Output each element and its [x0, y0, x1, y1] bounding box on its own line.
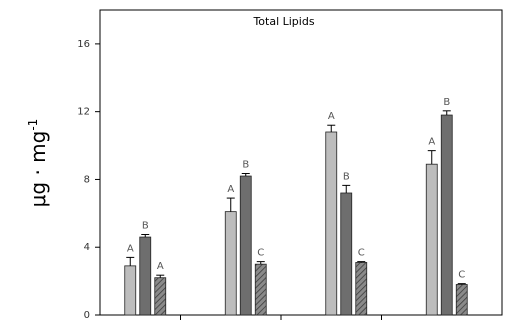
- y-axis-label-superscript: -1: [26, 119, 40, 131]
- significance-letter: C: [458, 270, 465, 281]
- significance-letter: C: [257, 248, 264, 259]
- bar: [154, 277, 167, 316]
- bar: [224, 211, 237, 316]
- bar: [455, 284, 468, 316]
- significance-letter: A: [227, 184, 234, 195]
- plot-frame: [99, 9, 503, 316]
- bar: [124, 265, 137, 316]
- bar: [239, 175, 252, 316]
- axis-ticks: 0 4 8 12 16: [77, 39, 382, 321]
- y-axis-label: μg · mg-1: [26, 119, 50, 208]
- bars-layer: [124, 110, 468, 316]
- significance-letter: A: [328, 111, 335, 122]
- bar: [340, 192, 353, 316]
- bar: [325, 131, 338, 316]
- significance-letter: B: [142, 221, 149, 232]
- significance-letter: B: [443, 97, 450, 108]
- bar: [139, 236, 152, 316]
- y-tick-label: 16: [77, 39, 90, 50]
- bar: [254, 263, 267, 316]
- y-tick-label: 4: [84, 242, 90, 253]
- bar: [355, 262, 368, 316]
- chart-title: Total Lipids: [252, 15, 314, 28]
- bar: [440, 114, 453, 316]
- y-tick-label: 12: [77, 107, 90, 118]
- significance-letter: B: [242, 160, 249, 171]
- significance-letter: A: [127, 243, 134, 254]
- significance-letter: A: [157, 261, 164, 272]
- significance-letter: A: [428, 137, 435, 148]
- y-tick-label: 8: [84, 174, 90, 185]
- significance-letter: B: [343, 171, 350, 182]
- bar: [425, 163, 438, 316]
- y-tick-label: 0: [84, 310, 90, 321]
- y-axis-label-main: μg · mg: [26, 131, 50, 208]
- significance-letter: C: [358, 248, 365, 259]
